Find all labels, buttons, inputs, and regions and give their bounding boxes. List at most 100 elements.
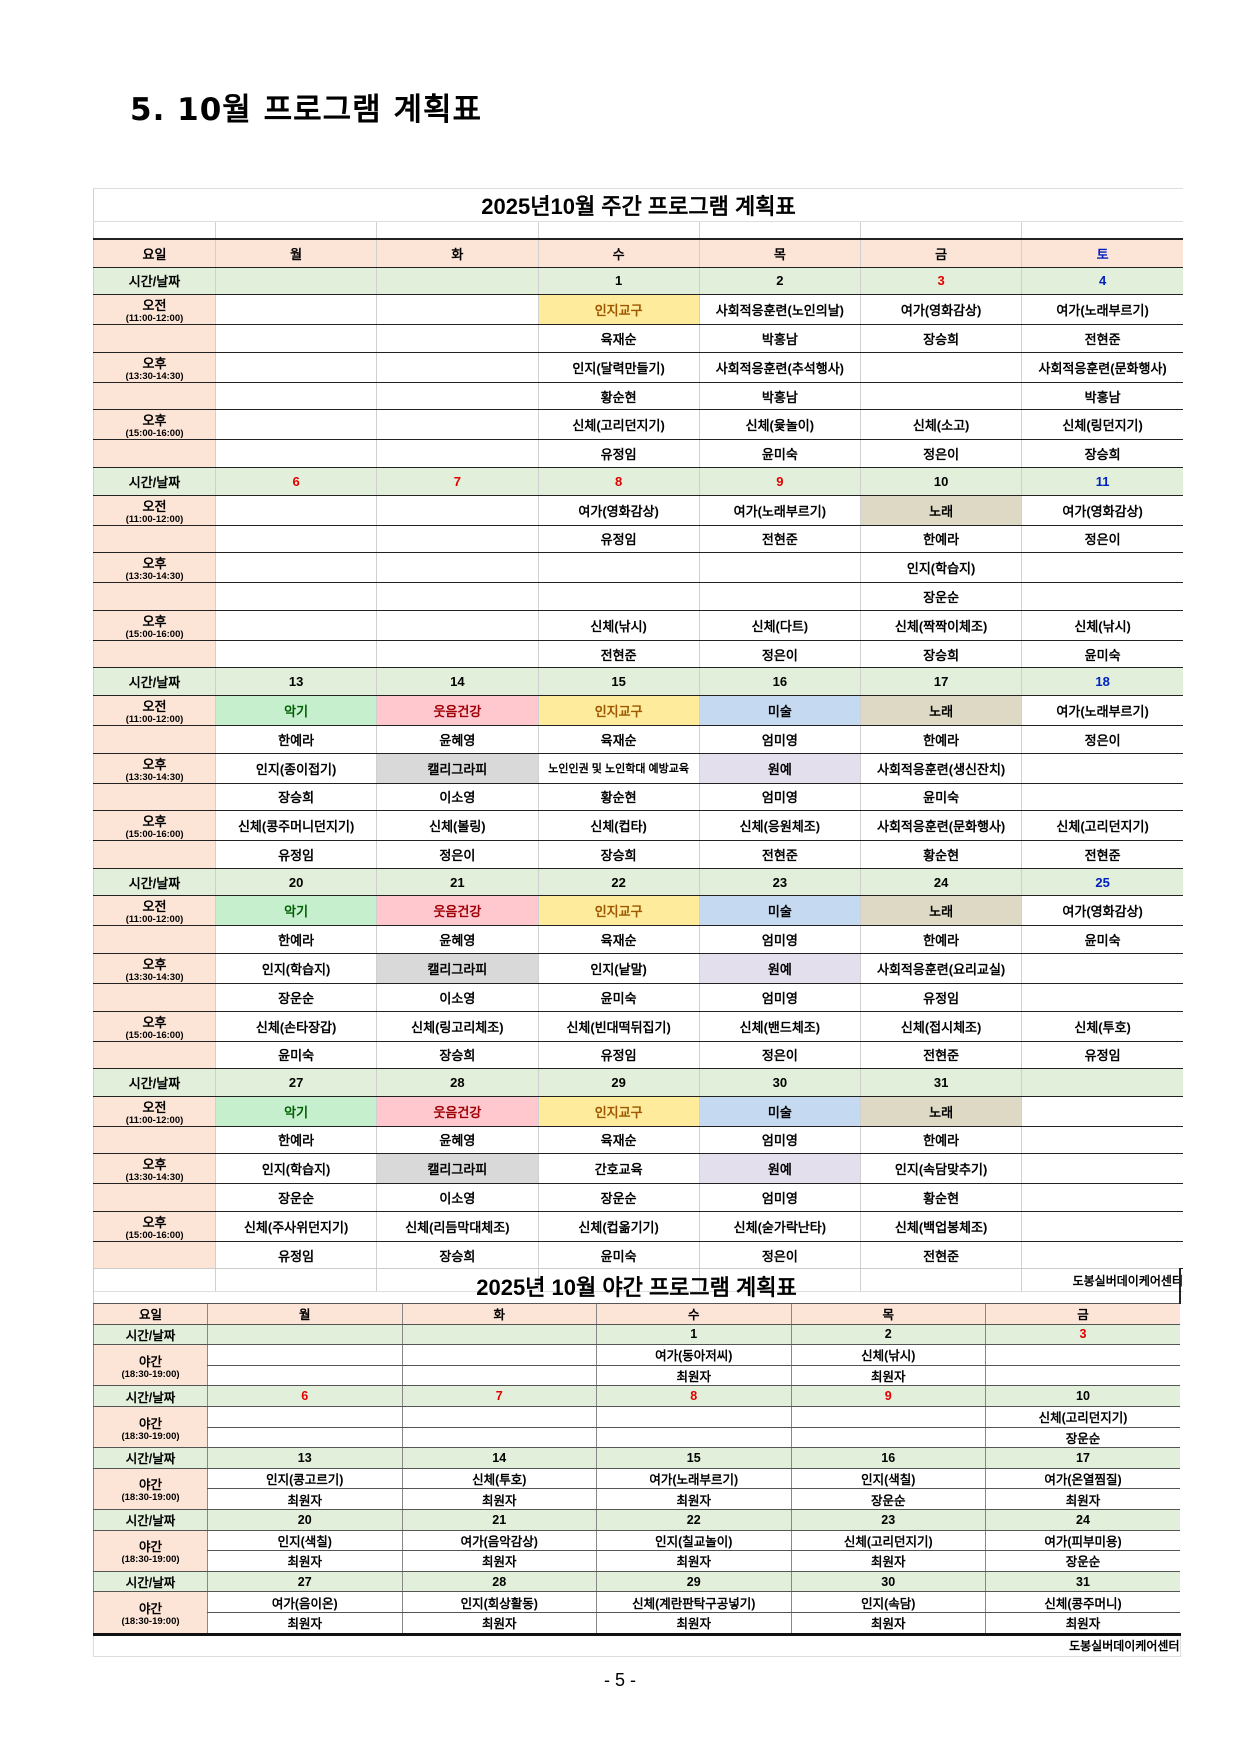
- slot-name: 야간: [138, 1540, 162, 1555]
- staff-cell: 정은이: [1021, 725, 1183, 754]
- slot-label: 오후 (15:00-16:00): [93, 610, 216, 641]
- program-cell: 여가(노래부르기): [1021, 294, 1183, 326]
- staff-cell: 엄미영: [698, 783, 861, 812]
- staff-cell: 전현준: [859, 1241, 1022, 1270]
- slot-label: 오전 (11:00-12:00): [93, 895, 216, 927]
- program-cell: 원예: [698, 1153, 861, 1185]
- staff-cell: 한예라: [214, 725, 377, 754]
- staff-cell: [596, 1427, 791, 1449]
- program-cell: [214, 552, 377, 584]
- staff-cell: 장운순: [790, 1488, 986, 1510]
- date-cell: 28: [401, 1571, 597, 1593]
- program-cell: [596, 1406, 791, 1428]
- staff-cell: 전현준: [537, 640, 700, 669]
- program-cell: 신체(컵옮기기): [537, 1211, 700, 1242]
- blank-cell: [214, 221, 377, 240]
- slot-time: (18:30-19:00): [121, 1430, 180, 1442]
- program-cell: [1021, 1153, 1183, 1185]
- program-cell: 여가(음악감상): [401, 1530, 597, 1552]
- program-cell: 인지교구: [537, 1096, 700, 1127]
- staff-cell: 장승희: [537, 840, 700, 869]
- staff-cell: [376, 640, 538, 669]
- program-cell: 신체(리듬막대체조): [376, 1211, 538, 1242]
- program-cell: 인지(칠교놀이): [596, 1530, 791, 1552]
- program-cell: 인지교구: [537, 895, 700, 927]
- program-cell: 캘리그라피: [376, 753, 538, 784]
- program-cell: [376, 352, 538, 383]
- program-cell: [1021, 552, 1183, 584]
- date-cell: 14: [401, 1447, 597, 1469]
- staff-cell: 정은이: [698, 640, 861, 669]
- program-cell: [376, 495, 538, 526]
- night-program-table: 2025년 10월 야간 프로그램 계획표 요일 월 화 수 목 금 시간/날짜 1 2 3 야간 (1…: [93, 1268, 1181, 1657]
- document-title: 5. 10월 프로그램 계획표: [130, 92, 483, 128]
- staff-cell: 유정임: [859, 983, 1022, 1012]
- slot-name: 오후: [142, 556, 167, 572]
- staff-cell: [214, 525, 377, 554]
- slot-name: 오전: [142, 1099, 167, 1115]
- blank-cell: [376, 221, 538, 240]
- program-cell: [985, 1344, 1180, 1366]
- date-cell: 7: [401, 1385, 597, 1407]
- program-cell: [376, 294, 538, 326]
- program-cell: 노인인권 및 노인학대 예방교육: [537, 753, 700, 784]
- weekly-program-table: 2025년10월 주간 프로그램 계획표 요일 월 화 수 목 금 토 시간/날짜 1 2 3 4 오전(…: [93, 188, 1183, 1293]
- program-cell: 미술: [698, 695, 861, 726]
- staff-cell: 윤혜영: [376, 1126, 538, 1155]
- program-cell: 원예: [698, 753, 861, 784]
- date-cell: 28: [376, 1068, 538, 1097]
- slot-label: 야간 (18:30-19:00): [93, 1591, 208, 1635]
- program-cell: [1021, 953, 1183, 984]
- slot-label-blank: [93, 725, 216, 754]
- program-cell: [1021, 1211, 1183, 1242]
- date-cell: 17: [985, 1447, 1180, 1469]
- program-cell: 캘리그라피: [376, 1153, 538, 1185]
- program-cell: 신체(투호): [401, 1468, 597, 1490]
- staff-cell: 한예라: [859, 725, 1022, 754]
- program-cell: 노래: [859, 695, 1022, 726]
- slot-name: 야간: [138, 1601, 162, 1616]
- program-cell: [401, 1406, 597, 1428]
- slot-label-blank: [93, 324, 216, 353]
- staff-cell: 윤미숙: [698, 439, 861, 468]
- staff-cell: 장승희: [376, 1241, 538, 1270]
- program-cell: 신체(볼링): [376, 810, 538, 842]
- slot-label: 오후 (15:00-16:00): [93, 1211, 216, 1242]
- staff-cell: 한예라: [214, 1126, 377, 1155]
- slot-label: 야간 (18:30-19:00): [93, 1530, 208, 1572]
- staff-cell: 유정임: [214, 840, 377, 869]
- slot-label-blank: [93, 525, 216, 554]
- staff-cell: 최원자: [790, 1550, 986, 1572]
- slot-time: (13:30-14:30): [125, 1172, 184, 1184]
- staff-cell: [1021, 1126, 1183, 1155]
- staff-cell: 최원자: [985, 1488, 1180, 1510]
- staff-cell: 최원자: [596, 1365, 791, 1387]
- slot-time: (13:30-14:30): [125, 771, 184, 783]
- date-cell: 18: [1021, 667, 1183, 696]
- slot-name: 오후: [142, 814, 167, 830]
- staff-cell: 전현준: [859, 1041, 1022, 1070]
- program-cell: 여가(영화감상): [859, 294, 1022, 326]
- slot-label: 오후 (13:30-14:30): [93, 1153, 216, 1185]
- staff-cell: 한예라: [859, 925, 1022, 954]
- staff-cell: [214, 382, 377, 411]
- day-header: 목: [790, 1303, 986, 1325]
- staff-cell: 정은이: [376, 840, 538, 869]
- slot-label: 오후 (13:30-14:30): [93, 352, 216, 383]
- slot-name: 오후: [142, 1214, 167, 1230]
- program-cell: 사회적응훈련(요리교실): [859, 953, 1022, 984]
- date-cell: 1: [537, 267, 700, 296]
- staff-cell: [537, 582, 700, 611]
- slot-label: 오후 (13:30-14:30): [93, 552, 216, 584]
- date-label: 시간/날짜: [93, 467, 216, 496]
- date-cell: 29: [596, 1571, 791, 1593]
- slot-name: 야간: [138, 1416, 162, 1431]
- slot-name: 오후: [142, 413, 167, 429]
- slot-label-blank: [93, 1241, 216, 1270]
- date-cell: [401, 1324, 597, 1346]
- date-cell: 16: [790, 1447, 986, 1469]
- program-cell: 신체(소고): [859, 409, 1022, 441]
- staff-cell: 윤미숙: [537, 1241, 700, 1270]
- staff-cell: 박홍남: [698, 324, 861, 353]
- staff-cell: 이소영: [376, 983, 538, 1012]
